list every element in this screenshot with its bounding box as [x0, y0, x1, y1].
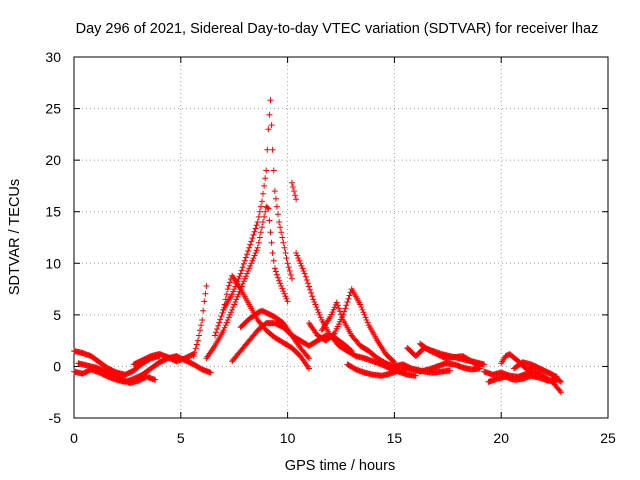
series-markers — [417, 340, 483, 370]
series-arc-14 — [318, 299, 398, 370]
series-markers — [212, 272, 312, 372]
series-markers — [220, 97, 295, 313]
x-tick-label: 20 — [493, 430, 509, 446]
x-tick-label: 5 — [177, 430, 185, 446]
plot-frame — [73, 56, 609, 419]
series-arc-7 — [212, 272, 312, 372]
series-markers — [288, 179, 300, 203]
series-markers — [190, 283, 210, 360]
y-tick-label: 30 — [45, 49, 61, 65]
series-markers — [511, 359, 560, 380]
x-tick-label: 25 — [600, 430, 616, 446]
series-arc-13 — [306, 286, 398, 366]
chart-title: Day 296 of 2021, Sidereal Day-to-day VTE… — [76, 21, 599, 37]
series-markers — [293, 250, 419, 379]
series-arc-10 — [237, 307, 312, 362]
x-tick-label: 0 — [70, 430, 78, 446]
series-arc-18 — [417, 340, 483, 370]
series-markers — [306, 286, 398, 366]
series-markers — [485, 372, 560, 385]
series-markers — [318, 299, 398, 370]
y-axis-label: SDTVAR / TECUs — [7, 179, 23, 295]
series-arc-16 — [391, 360, 483, 375]
series-markers — [237, 307, 312, 362]
series-arc-12 — [293, 250, 419, 379]
series-arc-11 — [288, 179, 300, 203]
y-tick-label: -5 — [49, 410, 62, 426]
axis-ticks: 0 5 10 15 20 25 -5 0 5 10 15 20 25 30 — [45, 49, 616, 446]
series-arc-4 — [130, 351, 197, 368]
series-markers — [130, 351, 197, 368]
series-arc-8 — [220, 97, 295, 313]
series-arc-5 — [190, 283, 210, 360]
data-points — [71, 97, 564, 396]
y-tick-label: 10 — [45, 255, 61, 271]
x-tick-label: 15 — [387, 430, 403, 446]
series-arc-21 — [485, 372, 560, 385]
y-tick-label: 20 — [45, 152, 61, 168]
y-tick-label: 15 — [45, 204, 61, 220]
x-axis-label: GPS time / hours — [285, 458, 395, 474]
series-markers — [203, 203, 291, 362]
series-arc-3 — [75, 360, 159, 386]
series-markers — [75, 360, 159, 386]
y-tick-label: 5 — [53, 307, 61, 323]
y-tick-label: 25 — [45, 101, 61, 117]
series-markers — [391, 360, 483, 375]
series-arc-22 — [511, 359, 560, 380]
series-arc-6 — [203, 203, 291, 362]
y-tick-label: 0 — [53, 358, 61, 374]
x-tick-label: 10 — [280, 430, 296, 446]
